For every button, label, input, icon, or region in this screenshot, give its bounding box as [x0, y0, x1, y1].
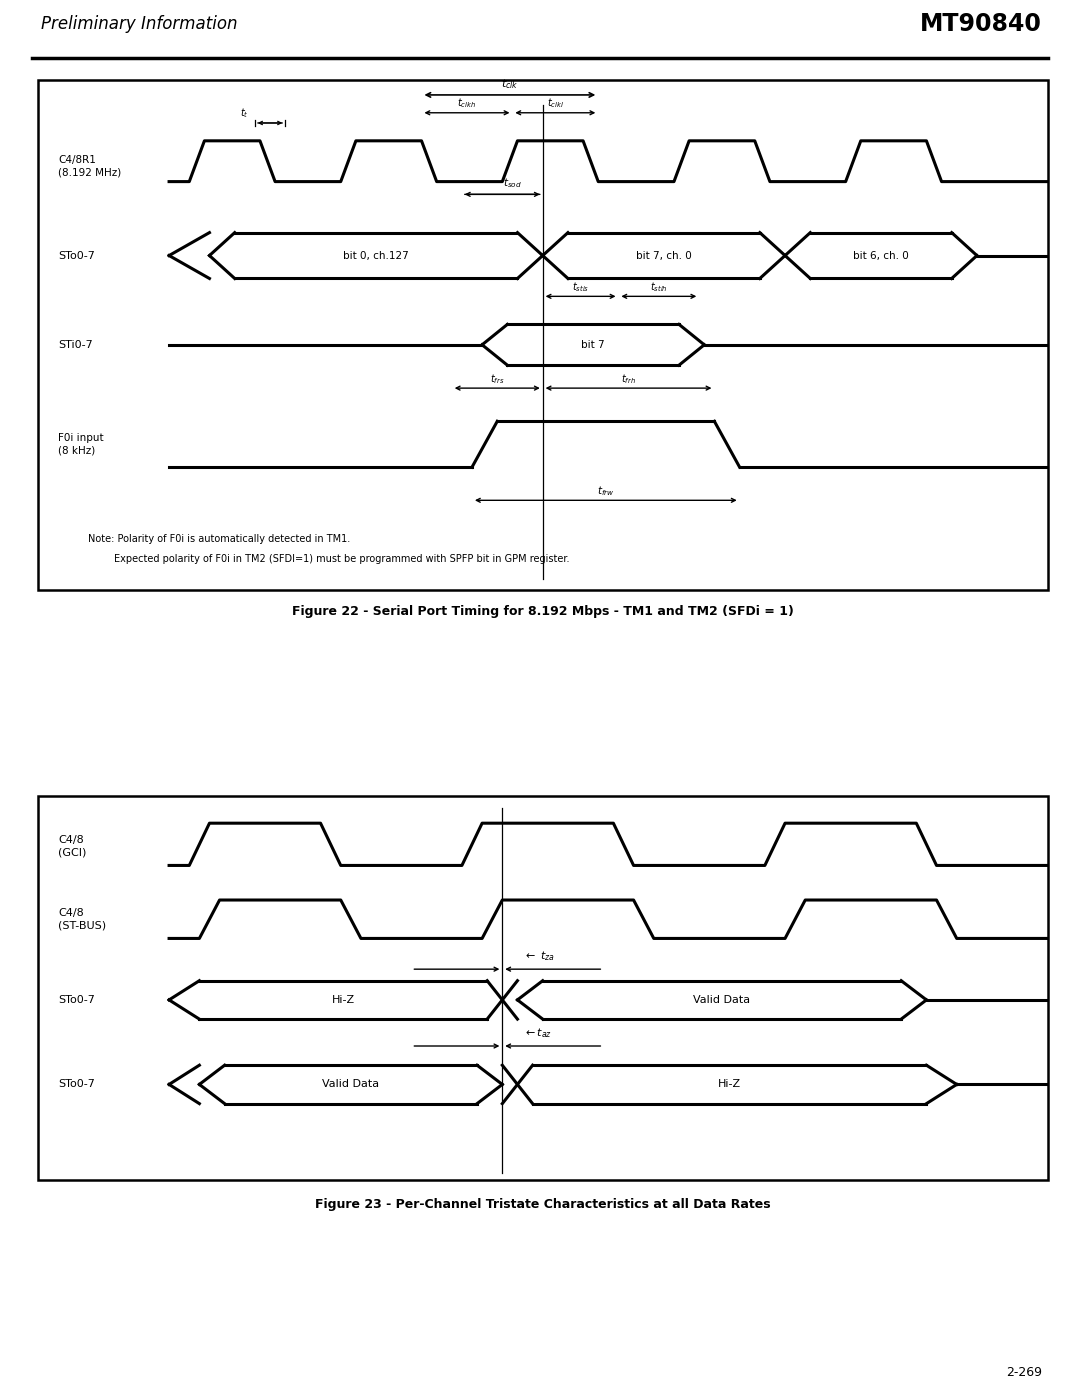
Text: F0i input
(8 kHz): F0i input (8 kHz)	[58, 433, 104, 455]
Text: $t_{clkl}$: $t_{clkl}$	[546, 96, 564, 110]
FancyBboxPatch shape	[38, 80, 1048, 590]
Text: Preliminary Information: Preliminary Information	[41, 15, 238, 34]
Text: $t_{frw}$: $t_{frw}$	[597, 483, 615, 497]
Text: C4/8R1
(8.192 MHz): C4/8R1 (8.192 MHz)	[58, 155, 121, 177]
Text: bit 7: bit 7	[581, 339, 605, 349]
FancyBboxPatch shape	[38, 796, 1048, 1180]
Text: C4/8
(ST-BUS): C4/8 (ST-BUS)	[58, 908, 106, 930]
Text: Note: Polarity of F0i is automatically detected in TM1.: Note: Polarity of F0i is automatically d…	[89, 534, 351, 543]
Text: STo0-7: STo0-7	[58, 250, 95, 261]
Text: $t_{frs}$: $t_{frs}$	[490, 372, 504, 386]
Text: $t_{stis}$: $t_{stis}$	[572, 279, 590, 293]
Text: bit 7, ch. 0: bit 7, ch. 0	[636, 250, 692, 261]
Text: $t_{clkh}$: $t_{clkh}$	[457, 96, 476, 110]
Text: STo0-7: STo0-7	[58, 1080, 95, 1090]
Text: Figure 23 - Per-Channel Tristate Characteristics at all Data Rates: Figure 23 - Per-Channel Tristate Charact…	[315, 1197, 770, 1211]
Text: STi0-7: STi0-7	[58, 339, 93, 349]
Text: Valid Data: Valid Data	[322, 1080, 379, 1090]
Text: $t_t$: $t_t$	[241, 106, 249, 120]
Text: $\leftarrow$$t_{az}$: $\leftarrow$$t_{az}$	[523, 1027, 552, 1041]
Text: bit 6, ch. 0: bit 6, ch. 0	[853, 250, 909, 261]
Text: Expected polarity of F0i in TM2 (SFDI=1) must be programmed with SPFP bit in GPM: Expected polarity of F0i in TM2 (SFDI=1)…	[113, 555, 569, 564]
Text: C4/8
(GCI): C4/8 (GCI)	[58, 834, 86, 858]
Text: $t_{stih}$: $t_{stih}$	[650, 279, 667, 293]
Text: Valid Data: Valid Data	[693, 995, 751, 1004]
Text: 2-269: 2-269	[1007, 1366, 1042, 1379]
Text: bit 0, ch.127: bit 0, ch.127	[343, 250, 409, 261]
Text: $t_{frh}$: $t_{frh}$	[621, 372, 636, 386]
Text: Hi-Z: Hi-Z	[718, 1080, 741, 1090]
Text: STo0-7: STo0-7	[58, 995, 95, 1004]
Text: $t_{sod}$: $t_{sod}$	[503, 176, 522, 190]
Text: $t_{clk}$: $t_{clk}$	[501, 77, 518, 91]
Text: $\leftarrow$ $t_{za}$: $\leftarrow$ $t_{za}$	[523, 950, 554, 964]
Text: Hi-Z: Hi-Z	[332, 995, 355, 1004]
Text: Figure 22 - Serial Port Timing for 8.192 Mbps - TM1 and TM2 (SFDi = 1): Figure 22 - Serial Port Timing for 8.192…	[292, 605, 794, 619]
Text: MT90840: MT90840	[920, 13, 1042, 36]
